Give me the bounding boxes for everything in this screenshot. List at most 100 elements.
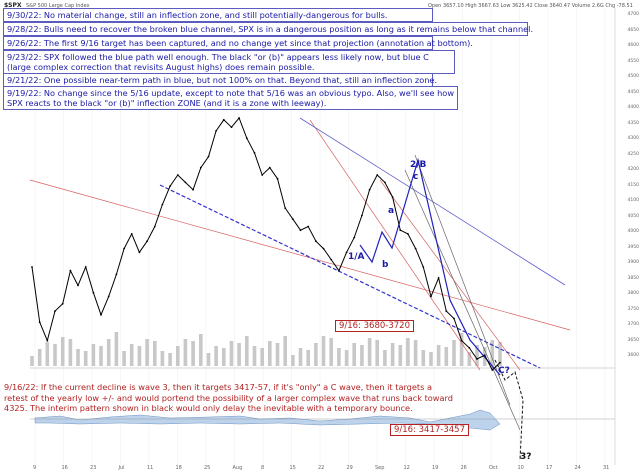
volume-bar (106, 339, 111, 366)
volume-bar (153, 341, 157, 366)
price-point (54, 310, 56, 312)
volume-bar (53, 344, 57, 366)
volume-bar (291, 355, 295, 366)
volume-bar (129, 344, 134, 366)
price-point (31, 266, 33, 268)
price-point (368, 188, 371, 191)
price-point (130, 233, 133, 235)
date-axis-label: 31 (603, 465, 610, 471)
price-point (376, 174, 379, 176)
price-axis-label: 4100 (627, 198, 639, 203)
price-point (345, 251, 348, 254)
index-name: S&P 500 Large Cap Index (26, 3, 90, 9)
price-point (245, 137, 248, 140)
wave-label-a: a (388, 206, 395, 216)
volume-bar (337, 348, 341, 366)
price-point (391, 196, 394, 199)
price-point (100, 313, 102, 316)
price-point (123, 247, 125, 250)
price-line (31, 117, 501, 371)
wave-label-1a: 1/A (348, 252, 365, 262)
price-point (499, 361, 501, 364)
date-axis-label: 23 (90, 465, 97, 471)
price-point (146, 240, 149, 243)
volume-bar (367, 338, 372, 366)
price-point (299, 229, 302, 232)
date-axis-label: 26 (460, 465, 467, 471)
price-axis-label: 4450 (627, 89, 639, 95)
price-point (222, 118, 225, 121)
volume-bar (76, 349, 80, 366)
volume-bar (83, 351, 88, 366)
price-point (238, 117, 241, 119)
date-axis-label: 9 (33, 465, 37, 471)
volume-bar (436, 345, 441, 366)
volume-bar (268, 341, 272, 366)
volume-bar (467, 352, 472, 366)
volume-bar (406, 338, 410, 366)
blue-projected-path (359, 157, 501, 376)
price-point (176, 174, 179, 176)
price-axis-label: 4500 (627, 74, 639, 79)
price-axis-label: 4050 (627, 213, 639, 219)
volume-bar (68, 339, 73, 366)
wave-label-c-question: C? (498, 366, 510, 376)
date-axis-label: 10 (517, 465, 524, 471)
volume-bar (122, 351, 126, 366)
volume-bar (429, 352, 433, 366)
price-point (437, 277, 440, 279)
price-point (453, 317, 455, 320)
volume-bar (490, 340, 495, 366)
wave-label-2b: 2/B (410, 160, 427, 170)
price-point (292, 218, 294, 221)
date-axis-label: 17 (546, 465, 553, 471)
price-axis-label: 4550 (627, 58, 639, 64)
price-point (430, 295, 432, 298)
volume-bar (229, 341, 234, 366)
price-point (192, 188, 195, 191)
date-axis-label: 29 (346, 465, 353, 471)
volume-bar (45, 342, 50, 366)
volume-bars (30, 332, 502, 366)
volume-bar (314, 343, 318, 366)
wave-label-b: b (382, 260, 389, 270)
note-9-26: 9/26/22: The first 9/16 target has been … (3, 36, 473, 50)
note-9-19: 9/19/22: No change since the 5/16 update… (3, 86, 458, 110)
volume-bar (321, 336, 326, 366)
note-9-23: 9/23/22: SPX followed the blue path well… (3, 50, 455, 74)
price-point (84, 266, 87, 268)
volume-bar (444, 347, 449, 366)
date-axis-label: 15 (289, 465, 296, 471)
macd-histogram (34, 409, 501, 431)
volume-bar (352, 343, 356, 366)
volume-bar (344, 350, 349, 366)
volume-bar (145, 339, 149, 366)
volume-bar (176, 346, 180, 366)
volume-bar (329, 338, 333, 366)
blue-channel-lower (159, 184, 541, 369)
bottom-note-9-16: 9/16/22: If the current decline is wave … (4, 382, 453, 413)
price-point (399, 229, 402, 232)
red-trendline-2 (309, 119, 481, 371)
price-point (284, 207, 287, 210)
volume-bar (283, 336, 287, 366)
price-point (115, 273, 118, 276)
price-axis-label: 3900 (627, 260, 639, 265)
price-point (215, 130, 218, 132)
price-point (276, 177, 279, 180)
price-point (38, 321, 41, 324)
note-9-28: 9/28/22: Bulls need to recover the broke… (3, 22, 533, 36)
price-axis-label: 4200 (627, 167, 639, 172)
note-9-30: 9/30/22: No material change, still an in… (3, 8, 433, 22)
volume-bar (306, 350, 310, 366)
price-point (207, 155, 210, 158)
volume-bar (390, 343, 395, 366)
date-axis-label: 8 (261, 465, 265, 471)
volume-bar (206, 353, 211, 366)
black-trendline-1 (414, 154, 511, 406)
volume-bar (160, 351, 165, 366)
volume-bar (383, 350, 387, 366)
price-point (460, 339, 463, 342)
volume-bar (275, 343, 280, 366)
price-point (77, 284, 79, 287)
